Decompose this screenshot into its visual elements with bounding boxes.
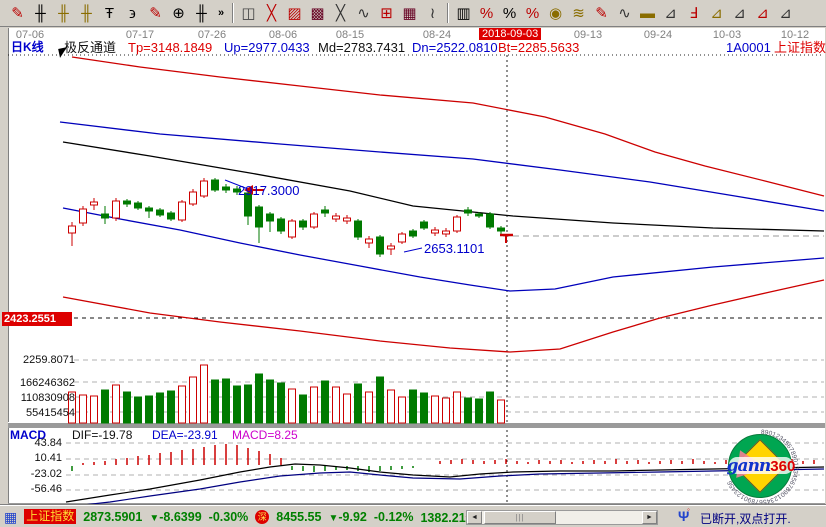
brush-icon[interactable]: ✎	[149, 5, 162, 22]
md-value: Md=2783.7431	[318, 40, 406, 55]
x-axis-tick: 08-06	[268, 29, 298, 41]
x-axis-tick: 08-15	[335, 29, 365, 41]
speed-angle-icon[interactable]: ⊿	[733, 5, 746, 22]
toolbar-separator	[232, 3, 234, 23]
sh-index-pct: -0.30%	[208, 509, 249, 524]
x-axis-tick: 07-26	[197, 29, 227, 41]
x-axis-tick: 07-17	[125, 29, 155, 41]
percent-line-icon[interactable]: %	[479, 4, 494, 22]
table-grid-icon[interactable]: ▦	[402, 5, 417, 22]
j-angle-icon[interactable]: ⊿	[664, 5, 677, 22]
dark-grid-icon[interactable]: ▩	[310, 5, 325, 22]
gann-grid-icon[interactable]: ▨	[287, 5, 302, 22]
gann360-logo: gann360	[722, 428, 800, 506]
macd-value: MACD=8.25	[232, 428, 298, 442]
dn-value: Dn=2522.0810	[412, 40, 498, 55]
dea-value: DEA=-23.91	[152, 428, 218, 442]
wave2-icon[interactable]: ∿	[618, 5, 631, 22]
indicator-name[interactable]: 极反通道	[64, 40, 117, 55]
zigzag-icon[interactable]: ∿	[357, 5, 370, 22]
scroll-right-button[interactable]: ►	[642, 511, 657, 524]
sz-index-pct: -0.12%	[373, 509, 414, 524]
bars-icon[interactable]: ▥	[456, 5, 471, 22]
main-toolbar: ✎ ╫ ╫ ╫ Ŧ ϶ ✎ ⊕ ╫ » ◫ ╳ ▨ ▩ ╳ ∿ ⊞ ▦ ≀ ▥%%% ◉ ≋ ✎ ∿ ▬ ⊿ Ⅎ ⊿ ⊿ ⊿ ⊿	[0, 0, 826, 27]
x-axis-tick: 10-12	[780, 29, 810, 41]
draw-pen-icon[interactable]: ✎	[11, 5, 24, 22]
indicator-arrow-icon	[58, 47, 69, 58]
scrollbar-thumb[interactable]: |||	[484, 511, 556, 524]
comb-lines-icon[interactable]: ╫	[196, 4, 207, 22]
x-axis-tick: 08-24	[422, 29, 452, 41]
x-axis-tick: 07-06	[15, 29, 45, 41]
scroll-left-button[interactable]: ◄	[467, 511, 482, 524]
index-name-badge[interactable]: 上证指数	[24, 509, 77, 524]
volume-tick-3: 55415454	[26, 407, 75, 419]
down-arrow-icon: ▼	[149, 512, 160, 524]
x-axis-tick: 09-13	[573, 29, 603, 41]
bt-value: Bt=2285.5633	[498, 40, 580, 55]
sz-index-value: 8455.55	[276, 509, 322, 524]
shenzhen-badge-icon[interactable]: 深	[255, 509, 270, 524]
t-lines-icon[interactable]: Ŧ	[104, 4, 115, 22]
red-angle-icon[interactable]: ⊿	[756, 5, 769, 22]
sh-index-value: 2873.5901	[83, 509, 143, 524]
gann-box-icon[interactable]: ◫	[241, 5, 256, 22]
logo-text: gann360	[726, 456, 796, 476]
sz-index-change: ▼-9.92	[328, 509, 367, 524]
cycle-lines-icon[interactable]: ⊕	[172, 5, 185, 22]
horizontal-scrollbar[interactable]: ◄ ||| ►	[466, 510, 658, 525]
angle-fan-icon[interactable]: ╳	[335, 5, 346, 22]
high-price-annotation: 2917.3000	[238, 183, 300, 198]
spiral-lines-icon[interactable]: ϶	[129, 4, 136, 22]
macd-tick-2: 10.41	[34, 452, 62, 464]
low-price-annotation: 2653.1101	[424, 241, 485, 256]
logo-band	[729, 457, 793, 474]
gold-angle-icon[interactable]: ⊿	[710, 5, 723, 22]
tp-value: Tp=3148.1849	[128, 40, 213, 55]
volume-tick-1: 166246362	[19, 377, 75, 389]
down-arrow-icon: ▼	[328, 512, 339, 524]
gold-lines-icon[interactable]: ╫	[58, 4, 69, 22]
current-date-label: 2018-09-03	[479, 28, 542, 40]
gold-levels-icon[interactable]: ≋	[572, 5, 585, 22]
toolbar-overflow-chevron[interactable]: »	[217, 7, 225, 19]
percent-under-icon[interactable]: %	[525, 4, 540, 22]
gold-bar-icon[interactable]: ▬	[640, 4, 655, 22]
sh-index-change: ▼-8.6399	[149, 509, 202, 524]
gold-circle-icon[interactable]: ◉	[548, 5, 563, 22]
quad-angle-icon[interactable]: ⊿	[779, 5, 792, 22]
macd-pane-title[interactable]: MACD	[10, 428, 46, 442]
macd-tick-3: -23.02	[30, 468, 62, 480]
f-angle-icon[interactable]: Ⅎ	[689, 5, 698, 22]
toolbar-separator	[447, 3, 449, 23]
macd-tick-1: 43.84	[34, 437, 62, 449]
gold-lines2-icon[interactable]: ╫	[81, 4, 92, 22]
connection-status[interactable]: 已断开,双点打开.	[700, 512, 791, 526]
dif-value: DIF=-19.78	[72, 428, 133, 442]
grid-lines-icon[interactable]: ╫	[35, 4, 46, 22]
macd-tick-4: -56.46	[30, 483, 62, 495]
square-grid-icon[interactable]: ⊞	[380, 5, 393, 22]
volume-tick-2: 110830908	[20, 392, 75, 404]
wave-line-icon[interactable]: ≀	[429, 5, 436, 22]
up-value: Up=2977.0433	[224, 40, 310, 55]
pen2-icon[interactable]: ✎	[595, 5, 608, 22]
status-bar: ▦ 上证指数 2873.5901 ▼-8.6399 -0.30% 深 8455.…	[0, 505, 826, 527]
fan-lines-icon[interactable]: ╳	[266, 5, 277, 22]
stock-code[interactable]: 1A0001	[726, 40, 771, 55]
price-level-tag: 2423.2551	[2, 312, 72, 326]
x-axis-tick: 09-24	[643, 29, 673, 41]
period-label[interactable]: 日K线	[11, 40, 44, 54]
quote-grid-icon[interactable]: ▦	[4, 508, 18, 525]
price-level-label: 2259.8071	[23, 354, 75, 366]
percent-icon[interactable]: %	[502, 4, 517, 22]
x-axis-tick: 10-03	[712, 29, 742, 41]
antenna-icon[interactable]: Ψ ◦	[678, 505, 690, 524]
stock-name[interactable]: 上证指数	[774, 40, 826, 55]
